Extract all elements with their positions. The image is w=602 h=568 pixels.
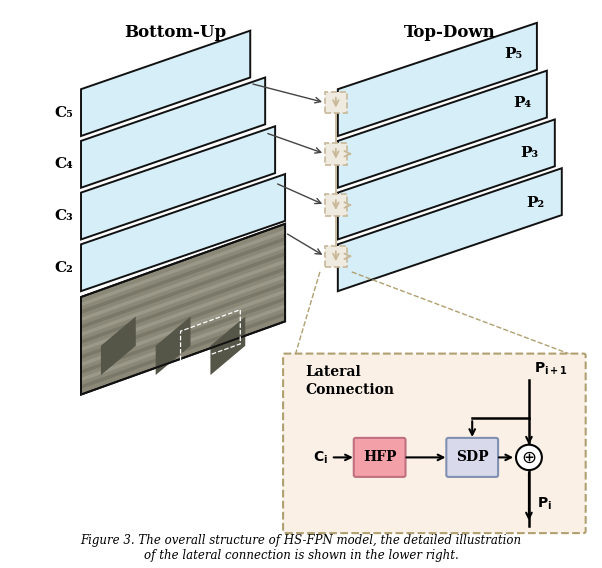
Text: $\mathbf{C_i}$: $\mathbf{C_i}$: [313, 449, 328, 466]
Text: $\mathbf{P_{i+1}}$: $\mathbf{P_{i+1}}$: [534, 361, 568, 377]
Bar: [325, 143, 347, 165]
Polygon shape: [338, 168, 562, 291]
Text: $\oplus$: $\oplus$: [521, 448, 536, 466]
Bar: [325, 245, 347, 267]
Text: P₅: P₅: [504, 48, 523, 61]
Text: C₃: C₃: [54, 209, 73, 223]
Polygon shape: [81, 224, 285, 395]
Polygon shape: [81, 77, 265, 188]
Polygon shape: [156, 316, 190, 375]
Polygon shape: [81, 174, 285, 291]
Polygon shape: [338, 119, 555, 240]
Text: HFP: HFP: [363, 450, 396, 465]
Text: P₃: P₃: [520, 146, 538, 160]
FancyBboxPatch shape: [446, 438, 498, 477]
Text: C₄: C₄: [54, 157, 73, 172]
Polygon shape: [81, 31, 250, 136]
Polygon shape: [338, 23, 537, 136]
Text: P₄: P₄: [514, 97, 532, 110]
Text: Connection: Connection: [305, 383, 394, 397]
Bar: [325, 194, 347, 216]
Text: Bottom-Up: Bottom-Up: [125, 24, 226, 41]
Bar: [325, 92, 347, 114]
Polygon shape: [211, 316, 245, 375]
Text: Lateral: Lateral: [305, 365, 361, 379]
Text: C₅: C₅: [54, 106, 73, 120]
Polygon shape: [338, 70, 547, 188]
Text: $\mathbf{P_i}$: $\mathbf{P_i}$: [537, 496, 552, 512]
Text: SDP: SDP: [456, 450, 488, 465]
Polygon shape: [101, 316, 136, 375]
Text: Figure 3. The overall structure of HS-FPN model, the detailed illustration
of th: Figure 3. The overall structure of HS-FP…: [81, 534, 521, 562]
Text: P₂: P₂: [527, 196, 545, 210]
Text: Top-Down: Top-Down: [403, 24, 495, 41]
FancyBboxPatch shape: [354, 438, 406, 477]
FancyBboxPatch shape: [283, 354, 586, 533]
Circle shape: [516, 445, 542, 470]
Polygon shape: [81, 126, 275, 240]
Text: C₂: C₂: [54, 261, 73, 275]
